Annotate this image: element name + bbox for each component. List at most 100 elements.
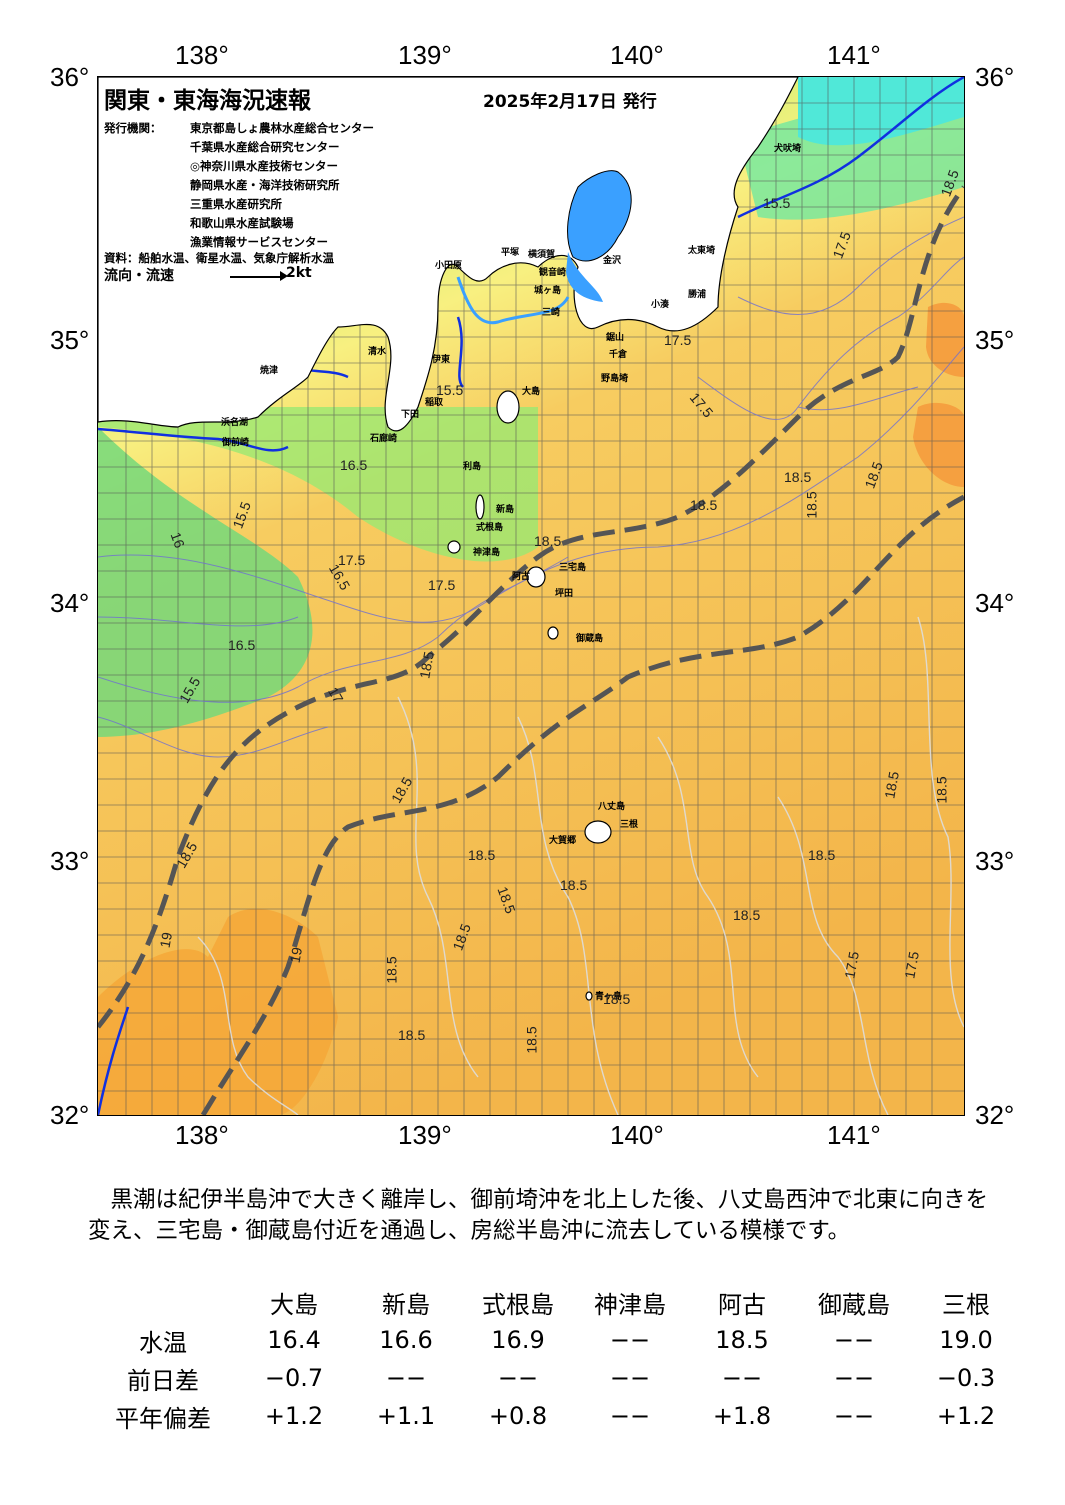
lon-label-top-138: 138°	[175, 40, 229, 70]
place-label: 青ヶ島	[595, 992, 623, 1002]
table-cell: +0.8	[488, 1402, 548, 1430]
agency-item: 三重県水産研究所	[190, 197, 282, 211]
table-cell: −0.3	[936, 1364, 996, 1392]
observation-table: 大島 新島 式根島 神津島 阿古 御蔵島 三根 水温 16.4 16.6 16.…	[88, 1283, 1022, 1435]
lat-label-right-35: 35°	[975, 325, 1015, 355]
row-label: 水温	[139, 1328, 187, 1357]
summary-paragraph: 黒潮は紀伊半島沖で大きく離岸し、御前埼沖を北上した後、八丈島西沖で北東に向きを変…	[88, 1187, 989, 1244]
uraga-channel	[566, 252, 603, 302]
summary-text: 黒潮は紀伊半島沖で大きく離岸し、御前埼沖を北上した後、八丈島西沖で北東に向きを変…	[88, 1185, 993, 1247]
place-label: 犬吠埼	[774, 144, 802, 154]
lat-label-right-32: 32°	[975, 1100, 1015, 1130]
table-cell: −0.7	[264, 1364, 324, 1392]
lat-label-right-33: 33°	[975, 846, 1015, 876]
contour-label: 18.5	[534, 533, 562, 549]
contour-label: 19	[156, 930, 176, 950]
table-row: 前日差 −0.7 −− −− −− −− −− −0.3	[88, 1359, 1022, 1397]
place-label: 小湊	[651, 300, 670, 310]
table-cell: −−	[833, 1364, 875, 1392]
hachijojima-island	[584, 820, 612, 844]
station-header: 三根	[942, 1290, 990, 1319]
place-label: 坪田	[555, 589, 574, 599]
place-label: 新島	[496, 505, 515, 515]
contour-label: 18.5	[603, 991, 631, 1007]
contour-label: 15.5	[763, 195, 791, 211]
warm-patch-east-2	[913, 402, 964, 487]
table-cell: +1.2	[264, 1402, 324, 1430]
place-label: 三根	[620, 820, 639, 830]
cool-water-band	[98, 407, 538, 562]
lat-label-left-34: 34°	[50, 588, 90, 618]
table-cell: −−	[721, 1364, 763, 1392]
contour-label: 16.5	[228, 637, 256, 653]
contour-label: 18.5	[398, 1027, 426, 1043]
lon-label-top-140: 140°	[610, 40, 664, 70]
contour-label: 18.5	[803, 491, 820, 519]
lon-label-top-139: 139°	[398, 40, 452, 70]
place-label: 利島	[463, 462, 482, 472]
table-cell: 16.9	[491, 1326, 545, 1354]
table-cell: −−	[833, 1326, 875, 1354]
table-cell: 16.4	[267, 1326, 321, 1354]
land	[97, 76, 799, 1001]
niijima-island	[475, 494, 485, 520]
sst-map-canvas	[96, 75, 966, 1117]
table-header-row: 大島 新島 式根島 神津島 阿古 御蔵島 三根	[88, 1283, 1022, 1321]
place-label: 式根島	[476, 523, 504, 533]
miyakejima-island	[526, 566, 546, 588]
station-header: 式根島	[482, 1290, 554, 1319]
lon-label-bottom-138: 138°	[175, 1120, 229, 1150]
place-label: 石廊崎	[370, 434, 398, 444]
place-label: 鋸山	[606, 333, 625, 343]
lat-label-left-32: 32°	[50, 1100, 90, 1130]
contour-label: 18.5	[784, 469, 812, 485]
place-label: 太東埼	[688, 246, 716, 256]
issue-date: 2025年2月17日 発行	[483, 92, 657, 112]
place-label: 野島埼	[601, 374, 629, 384]
agency-item: 漁業情報サービスセンター	[190, 235, 328, 249]
coastal-water-inubo	[798, 77, 964, 146]
contour-label: 19	[286, 945, 306, 965]
place-label: 清水	[368, 347, 387, 357]
place-label: 下田	[401, 410, 420, 420]
station-header: 神津島	[594, 1290, 666, 1319]
station-header: 御蔵島	[818, 1290, 890, 1319]
table-cell: −−	[609, 1402, 651, 1430]
place-label: 金沢	[603, 256, 622, 266]
table-corner	[88, 1283, 238, 1321]
table-row: 水温 16.4 16.6 16.9 −− 18.5 −− 19.0	[88, 1321, 1022, 1359]
warm-patch-southwest	[98, 908, 338, 1115]
row-label: 前日差	[127, 1366, 199, 1395]
agency-item: 和歌山県水産試験場	[190, 216, 294, 230]
place-label: 八丈島	[598, 802, 626, 812]
contour-label: 18.5	[808, 847, 836, 863]
lat-label-left-33: 33°	[50, 846, 90, 876]
table-cell: −−	[609, 1364, 651, 1392]
contour-label: 18.5	[933, 776, 950, 804]
contour-label: 17.5	[664, 332, 692, 348]
place-label: 勝浦	[688, 290, 707, 300]
place-label: 焼津	[260, 366, 279, 376]
agency-item: 千葉県水産総合研究センター	[190, 140, 340, 154]
agency-item: ◎神奈川県水産技術センター	[190, 159, 339, 173]
lon-label-bottom-140: 140°	[610, 1120, 664, 1150]
station-header: 新島	[382, 1290, 430, 1319]
aogashima-island	[585, 991, 593, 1001]
kuroshio-axis-south	[200, 494, 966, 1117]
table-cell: −−	[833, 1402, 875, 1430]
contour-label: 18.5	[560, 877, 588, 893]
data-source-note: 資料：船舶水温、衛星水温、気象庁解析水温	[104, 251, 334, 265]
honshu-landmass	[97, 76, 799, 432]
kozushima-island	[447, 540, 461, 554]
kuroshio-axis	[96, 185, 966, 1117]
place-label: 阿古	[512, 572, 531, 582]
contour-label: 18.5	[468, 847, 496, 863]
table-cell: −−	[497, 1364, 539, 1392]
place-label: 稲取	[425, 398, 444, 408]
contour-label: 18.5	[690, 497, 718, 513]
lat-label-left-35: 35°	[50, 325, 90, 355]
lon-label-top-141: 141°	[827, 40, 881, 70]
contour-label: 18.5	[733, 907, 761, 923]
current-legend-label: 流向・流速	[104, 268, 174, 284]
contour-label: 15.5	[436, 382, 464, 398]
